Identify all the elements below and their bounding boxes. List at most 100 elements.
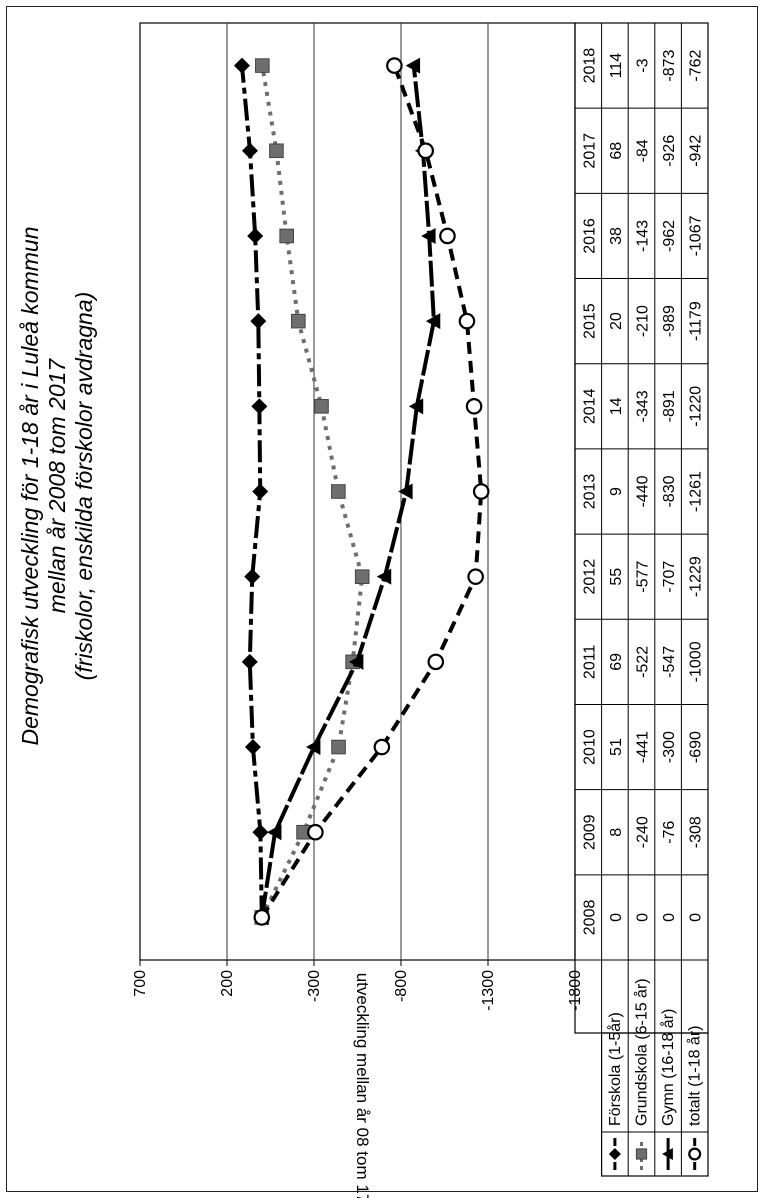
y-tick-label: 200 (219, 970, 236, 997)
data-point-triangle (421, 227, 436, 244)
data-point-circle (458, 312, 476, 330)
x-category-label: 2016 (581, 218, 598, 254)
data-point-square (314, 399, 329, 414)
chart-title-line: (friskolor, enskilda förskolor avdragna) (71, 292, 97, 681)
chart-title-line: mellan år 2008 tom 2017 (44, 358, 70, 614)
data-point-diamond (252, 824, 269, 841)
data-point-triangle (405, 57, 421, 74)
data-point-triangle (408, 398, 424, 415)
data-point-square (279, 228, 294, 244)
data-table-cell: -441 (635, 731, 652, 763)
x-category-label: 2017 (581, 133, 598, 169)
data-table-cell: -300 (661, 731, 678, 763)
data-table-cell: 114 (608, 53, 625, 79)
data-table-cell: -343 (635, 390, 652, 422)
data-table-cell: 0 (661, 913, 678, 922)
data-table-cell: 8 (608, 828, 625, 837)
series-triangle (253, 57, 441, 926)
data-point-circle (427, 653, 445, 671)
data-table-cell: 68 (608, 142, 625, 160)
data-table-frame (574, 22, 709, 1034)
data-point-circle (439, 227, 456, 245)
x-category-label: 2008 (581, 900, 598, 936)
data-table-cell: -1229 (688, 556, 705, 597)
data-table-cell: -440 (635, 475, 652, 507)
data-point-triangle (267, 824, 282, 841)
data-point-circle (307, 823, 324, 841)
data-table-cell: -891 (661, 390, 678, 422)
legend-label: Grundskola (6-15 år) (633, 978, 651, 1126)
data-table-cell: -762 (688, 49, 705, 81)
x-category-label: 2010 (581, 729, 598, 765)
data-point-square (255, 58, 270, 73)
data-table-cell: -240 (635, 816, 652, 848)
data-point-square (269, 143, 284, 159)
data-table-cell: -942 (688, 135, 705, 167)
data-point-square (291, 313, 306, 329)
data-point-square (331, 484, 346, 499)
data-table-cell: -989 (661, 305, 678, 337)
data-table-cell: 51 (608, 738, 625, 756)
data-point-diamond (241, 653, 258, 670)
x-category-label: 2011 (581, 645, 598, 680)
legend-marker-triangle (662, 1148, 673, 1160)
data-point-triangle (306, 739, 321, 756)
data-table-cell: -3 (635, 58, 652, 72)
legend-label: Gymn (16-18 år) (659, 1009, 677, 1126)
data-point-square (354, 569, 370, 584)
data-table-cell: 0 (608, 913, 625, 922)
data-table-cell: 9 (608, 487, 625, 496)
data-table-cell: -143 (635, 220, 652, 252)
data-point-diamond (252, 483, 269, 500)
data-table-cell: -926 (661, 135, 678, 167)
data-point-circle (467, 568, 484, 585)
data-point-circle (472, 483, 490, 500)
data-table-cell: -1261 (688, 471, 705, 512)
legend: Förskola (1-5år) Grundskola (6-15 år) Gymn… (600, 978, 709, 1177)
data-point-triangle (376, 568, 392, 585)
data-table-cell: 38 (608, 227, 625, 245)
data-table-cell: 14 (608, 397, 625, 415)
data-table-cell: -1179 (688, 301, 705, 341)
data-point-diamond (241, 142, 258, 159)
legend-marker-square (635, 1148, 648, 1160)
data-table-cell: -577 (635, 561, 652, 593)
y-axis-title: utveckling mellan år 08 tom 17 (353, 973, 372, 1198)
chart-title-group: Demografisk utveckling för 1-18 år i Lul… (17, 226, 97, 745)
data-table-cell: -547 (661, 646, 678, 678)
plot-area-frame (139, 22, 576, 961)
data-point-diamond (247, 227, 264, 244)
data-table: 2008200920102011201220132014201520162017… (574, 22, 709, 1034)
data-table-cell: 0 (688, 913, 705, 922)
data-point-diamond (244, 568, 261, 585)
page-border (6, 6, 758, 1192)
data-table-cell: -76 (661, 821, 678, 844)
legend-label: totalt (1-18 år) (686, 1026, 704, 1126)
data-point-diamond (250, 313, 267, 330)
data-table-cell: -962 (661, 220, 678, 252)
data-table-cell: -707 (661, 561, 678, 593)
data-table-cell: 69 (608, 653, 625, 671)
series-square (254, 58, 370, 925)
x-category-label: 2014 (581, 388, 598, 424)
y-tick-label: 700 (132, 970, 149, 997)
data-table-cell: -1000 (688, 641, 705, 682)
data-table-cell: -308 (688, 816, 705, 848)
data-point-square (331, 739, 346, 755)
data-point-triangle (348, 653, 364, 670)
data-table-cell: -690 (688, 731, 705, 763)
data-point-triangle (398, 483, 413, 500)
x-category-label: 2015 (581, 303, 598, 339)
data-point-circle (386, 57, 403, 74)
x-category-label: 2012 (581, 559, 598, 595)
legend-label: Förskola (1-5år) (606, 1012, 624, 1126)
data-table-cell: -210 (635, 305, 652, 337)
data-table-cell: -873 (661, 49, 678, 81)
data-table-cell: -830 (661, 475, 678, 507)
x-category-label: 2018 (581, 48, 598, 84)
series-diamond (233, 57, 270, 926)
y-tick-label: -1300 (480, 970, 497, 1011)
data-table-cell: -1067 (688, 215, 705, 256)
